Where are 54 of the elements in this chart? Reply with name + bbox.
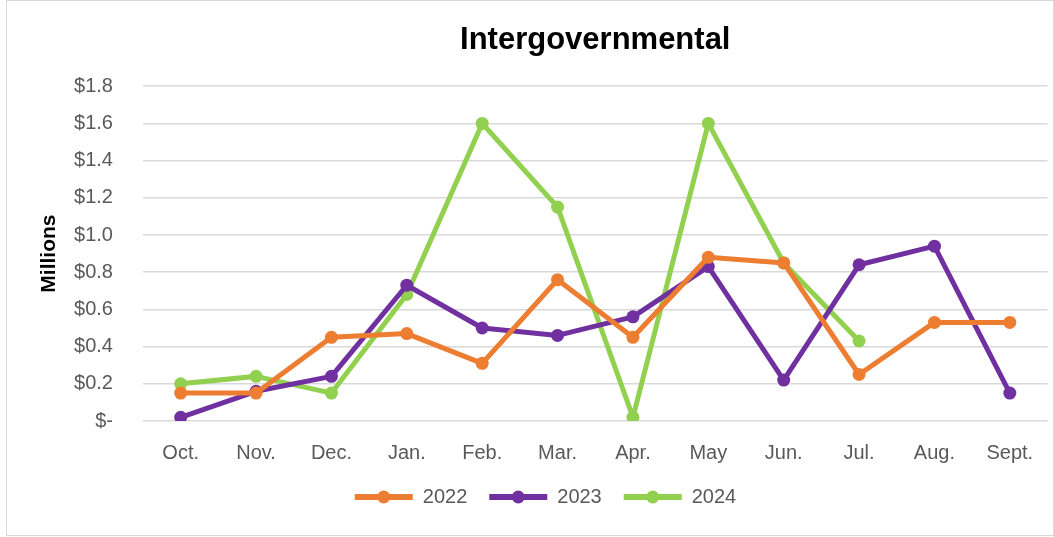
point — [927, 239, 941, 253]
point — [475, 321, 489, 335]
point — [1003, 386, 1017, 400]
legend-label: 2023 — [557, 484, 602, 507]
point — [400, 278, 414, 292]
point — [626, 330, 640, 344]
y-tick-label: $0.2 — [74, 371, 113, 394]
point — [852, 258, 866, 272]
point — [852, 334, 866, 348]
point — [551, 328, 565, 342]
point — [626, 310, 640, 324]
point — [249, 369, 263, 383]
x-tick-label: Sept. — [986, 440, 1034, 463]
point — [400, 327, 414, 341]
point — [927, 315, 941, 329]
x-tick-label: Apr. — [615, 440, 651, 463]
y-tick-label: $0.6 — [74, 296, 113, 319]
legend-label: 2022 — [422, 484, 468, 507]
point — [701, 116, 715, 130]
point — [324, 330, 338, 344]
point — [475, 356, 489, 370]
y-tick-label: $1.6 — [74, 110, 113, 133]
x-tick-label: Oct. — [162, 440, 200, 463]
point — [324, 386, 338, 400]
x-tick-label: Jun. — [764, 440, 803, 463]
y-tick-label: $1.4 — [74, 148, 113, 171]
x-tick-label: Dec. — [310, 440, 352, 463]
point — [551, 200, 565, 214]
x-tick-label: Jul. — [843, 440, 875, 463]
x-tick-label: Mar. — [538, 440, 578, 463]
point — [551, 273, 565, 287]
point — [475, 116, 489, 130]
point — [701, 250, 715, 264]
point — [777, 373, 791, 387]
legend-label: 2024 — [691, 484, 737, 507]
x-tick-label: Aug. — [913, 440, 956, 463]
point — [324, 369, 338, 383]
y-tick-label: $- — [95, 408, 113, 431]
point — [1003, 315, 1017, 329]
point — [174, 410, 188, 421]
point — [626, 410, 640, 421]
y-tick-label: $1.8 — [74, 73, 113, 96]
y-tick-label: $1.2 — [74, 185, 113, 208]
chart-title: Intergovernmental — [460, 21, 731, 57]
x-tick-label: May — [689, 440, 728, 463]
point — [852, 368, 866, 381]
x-tick-label: Jan. — [387, 440, 426, 463]
x-tick-label: Nov. — [236, 440, 276, 463]
x-tick-label: Feb. — [462, 440, 503, 463]
y-tick-label: $0.8 — [74, 259, 113, 282]
y-axis-title: Millions — [36, 214, 60, 293]
y-tick-label: $1.0 — [74, 222, 113, 245]
y-tick-label: $0.4 — [74, 334, 113, 357]
point — [174, 386, 188, 400]
